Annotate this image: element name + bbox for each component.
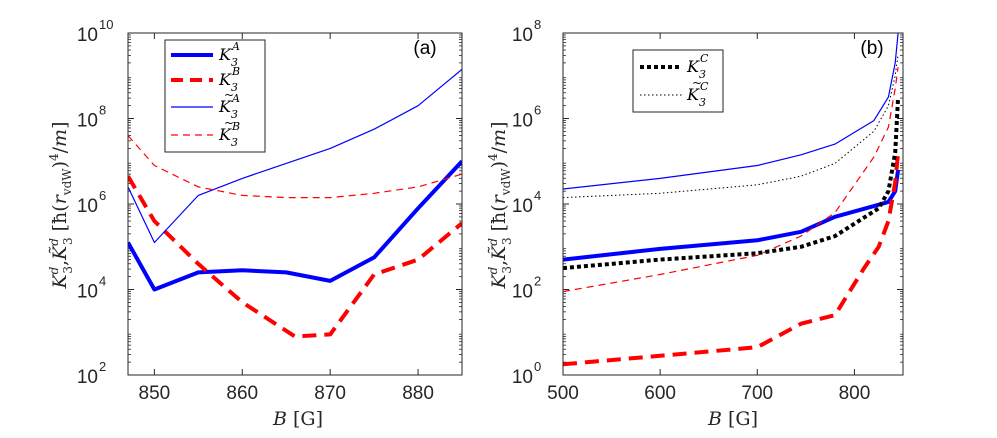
legend-a-label-k3b: K 3 B (218, 65, 240, 94)
svg-text:Kd3,K̃d3 [ħ(rvdW)4/m]: Kd3,K̃d3 [ħ(rvdW)4/m] (486, 121, 514, 289)
svg-text:4: 4 (99, 274, 106, 289)
xtick-label-b-1: 600 (644, 383, 676, 404)
panel-b-xtick-labels: 500 600 700 800 (547, 383, 870, 404)
svg-text:0: 0 (534, 359, 541, 374)
svg-text:4: 4 (534, 188, 541, 203)
ytick-label-a-2: 106 (77, 188, 106, 217)
svg-text:B: B (231, 65, 240, 78)
xtick-label-b-2: 700 (741, 383, 773, 404)
ytick-label-a-1: 104 (77, 274, 106, 303)
svg-text:10: 10 (77, 111, 98, 132)
svg-text:3: 3 (231, 81, 238, 94)
svg-text:B [G]: B [G] (272, 408, 323, 430)
svg-text:K: K (218, 70, 232, 89)
ytick-label-b-1: 102 (512, 274, 541, 303)
svg-text:10: 10 (512, 196, 533, 217)
panel-b-label: (b) (860, 38, 883, 59)
legend-a-label-k3a: K 3 A (218, 40, 240, 69)
svg-text:10: 10 (99, 17, 113, 32)
svg-text:10: 10 (77, 25, 98, 46)
legend-b-label-k3c-tilde: K~3 C (686, 76, 709, 109)
svg-text:C: C (700, 52, 709, 65)
ytick-label-b-3: 106 (512, 103, 541, 132)
svg-text:A: A (231, 92, 240, 105)
panel-a-label: (a) (413, 38, 436, 59)
svg-text:3: 3 (699, 68, 706, 81)
panel-b-xlabel: B [G] (707, 408, 758, 430)
svg-text:10: 10 (512, 282, 533, 303)
svg-text:2: 2 (534, 274, 541, 289)
series-b-thick-solid-0 (563, 169, 901, 262)
series-a-thin-solid-2 (128, 68, 462, 244)
svg-text:A: A (231, 40, 240, 53)
svg-text:10: 10 (512, 25, 533, 46)
ytick-label-b-0: 100 (512, 359, 541, 388)
svg-text:8: 8 (534, 17, 541, 32)
svg-text:B: B (231, 120, 240, 133)
svg-text:K: K (218, 125, 232, 144)
svg-text:10: 10 (512, 111, 533, 132)
svg-text:K: K (686, 57, 700, 76)
svg-text:K: K (218, 45, 232, 64)
panel-a-ylabel: Kd3,K̃d3 [ħ(rvdW)4/m] (47, 121, 75, 289)
svg-text:~: ~ (224, 116, 234, 130)
svg-text:K: K (686, 85, 700, 104)
xtick-label-a-3: 880 (402, 383, 434, 404)
svg-text:10: 10 (77, 282, 98, 303)
xtick-label-a-2: 870 (314, 383, 346, 404)
svg-text:10: 10 (77, 196, 98, 217)
panel-a-legend: K 3A K 3B K~3A K~3B (164, 39, 266, 153)
legend-a-label-k3a-tilde: K~3 A (218, 88, 240, 121)
svg-text:~: ~ (224, 88, 234, 102)
panel-b-ylabel: Kd3,K̃d3 [ħ(rvdW)4/m] (486, 121, 514, 289)
ytick-label-b-2: 104 (512, 188, 541, 217)
series-b-thin-dashed-3 (563, 67, 899, 293)
panel-a-xlabel: B [G] (272, 408, 323, 430)
series-a-thick-solid-0 (128, 159, 462, 292)
svg-text:3: 3 (231, 108, 238, 121)
ytick-label-a-3: 108 (77, 103, 106, 132)
svg-text:2: 2 (99, 359, 106, 374)
svg-text:3: 3 (231, 56, 238, 69)
ytick-label-a-0: 102 (77, 359, 106, 388)
svg-text:10: 10 (512, 367, 533, 388)
xtick-label-a-1: 860 (226, 383, 258, 404)
panel-a-xtick-labels: 850 860 870 880 (139, 383, 434, 404)
xtick-label-b-0: 500 (547, 383, 579, 404)
svg-text:Kd3,K̃d3 [ħ(rvdW)4/m]: Kd3,K̃d3 [ħ(rvdW)4/m] (47, 121, 75, 289)
panel-a-series (128, 68, 462, 339)
panel-b-legend: K 3C K~3C (632, 49, 724, 113)
svg-text:K: K (218, 97, 232, 116)
svg-text:6: 6 (534, 103, 541, 118)
series-a-thick-dashed-1 (128, 175, 462, 339)
panel-b-series (563, 33, 901, 367)
svg-text:3: 3 (699, 96, 706, 109)
xtick-label-b-3: 800 (839, 383, 871, 404)
xtick-label-a-0: 850 (139, 383, 171, 404)
svg-text:~: ~ (692, 76, 702, 90)
svg-text:C: C (700, 80, 709, 93)
series-b-thin-solid-2 (563, 33, 899, 190)
ytick-label-b-4: 108 (512, 17, 541, 46)
series-b-thick-dotted-4 (563, 96, 901, 271)
svg-text:3: 3 (231, 136, 238, 149)
svg-text:6: 6 (99, 188, 106, 203)
series-b-thick-dashed-1 (563, 152, 901, 367)
svg-text:8: 8 (99, 103, 106, 118)
svg-text:B [G]: B [G] (707, 408, 758, 430)
legend-b-label-k3c: K 3 C (686, 52, 709, 81)
legend-a-label-k3b-tilde: K~3 B (218, 116, 240, 149)
svg-text:10: 10 (77, 367, 98, 388)
